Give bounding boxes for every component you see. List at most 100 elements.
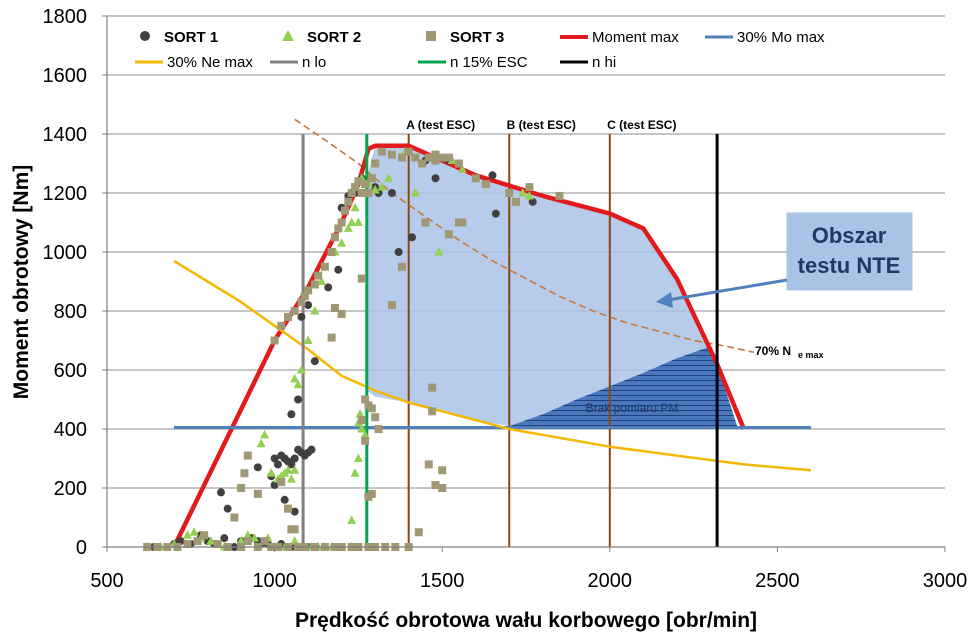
data-point [397,262,406,271]
data-point [324,283,333,292]
data-point [182,530,192,539]
data-point [206,536,216,545]
data-point [364,189,373,197]
legend-marker [140,31,150,41]
data-point [418,159,427,168]
data-point [367,174,376,183]
data-point [387,301,396,310]
data-point [354,177,363,186]
data-point [253,489,262,498]
data-point [337,309,346,318]
data-point [370,185,380,194]
data-point [240,469,249,478]
y-tick-label: 0 [76,537,87,559]
ne70-label: 70% N [755,344,791,358]
data-point [414,528,423,537]
legend-label: 30% Ne max [167,54,253,71]
data-point [357,189,366,197]
data-point [431,156,440,165]
data-point [296,365,306,374]
legend: SORT 1 SORT 2 SORT 3 Moment max 30% Mo max 30… [135,29,825,71]
legend-label: SORT 1 [164,29,218,46]
data-point [243,451,252,460]
data-point [438,484,447,492]
data-point [361,436,370,445]
tick-labels: 0 200 400 600 800 1000 1200 1400 1600 1800 500 1000… [43,6,968,592]
legend-label: SORT 3 [450,29,504,46]
data-point [213,540,222,549]
data-point [424,460,433,469]
data-point [223,504,232,513]
x-tick-label: 3000 [923,570,968,592]
areas [366,145,738,427]
data-point [524,190,534,200]
annotations: Obszar testu NTE Brak pomiaru PM 70% N e max [586,212,913,415]
data-point [340,206,349,215]
data-point [304,286,313,295]
legend-label: n hi [592,54,616,71]
x-tick-label: 1500 [420,570,465,592]
data-point [277,478,286,487]
data-point [283,465,293,474]
data-point [330,304,339,313]
data-point [367,404,376,413]
legend-label: n 15% ESC [450,54,528,71]
nte-label-text: testu NTE [798,253,901,278]
nte-arrow-head [656,292,673,308]
data-point [387,150,396,159]
data-point [431,174,440,183]
data-point [377,147,386,156]
pm-area [509,346,738,427]
y-tick-label: 1200 [43,183,88,205]
data-point [454,218,463,227]
x-axis-title: Prędkość obrotowa wału korbowego [obr/mi… [295,609,757,632]
data-point [290,454,299,463]
ne70-curve [294,118,755,354]
y-tick-label: 1800 [43,6,88,28]
vertical-lines: A (test ESC) B (test ESC) C (test ESC) [294,118,755,547]
data-point [256,438,266,448]
data-point [367,489,376,498]
data-point [347,217,357,226]
x-tick-label: 1000 [252,570,297,592]
data-point [243,530,253,539]
data-point [337,238,347,247]
data-point [310,280,319,289]
data-point [355,409,365,418]
data-point [297,298,306,307]
data-point [290,507,299,516]
data-point [353,217,363,226]
data-point [189,527,199,536]
legend-marker [282,30,294,41]
data-point [216,488,225,497]
data-point [505,189,514,197]
data-point [444,153,453,162]
y-tick-label: 800 [54,301,87,323]
x-tick-label: 2500 [755,570,800,592]
data-point [304,301,313,310]
data-point [280,495,289,504]
data-point [243,537,252,546]
data-point [334,265,343,274]
data-point [377,182,387,191]
data-point [428,383,437,392]
data-point [294,395,303,404]
data-point [457,164,467,173]
data-point [253,463,262,472]
data-point [394,248,403,256]
data-point [290,307,299,315]
data-point [266,468,276,477]
data-point [270,454,279,463]
data-point [337,218,346,227]
data-point [431,150,440,159]
data-point [293,379,303,389]
data-point [518,188,528,197]
data-point [397,153,406,162]
data-point [434,247,444,256]
data-point [384,173,394,182]
y-tick-label: 600 [54,360,87,382]
nte-label-box [786,212,913,291]
x-tick-label: 2000 [588,570,633,592]
data-point [300,292,309,301]
